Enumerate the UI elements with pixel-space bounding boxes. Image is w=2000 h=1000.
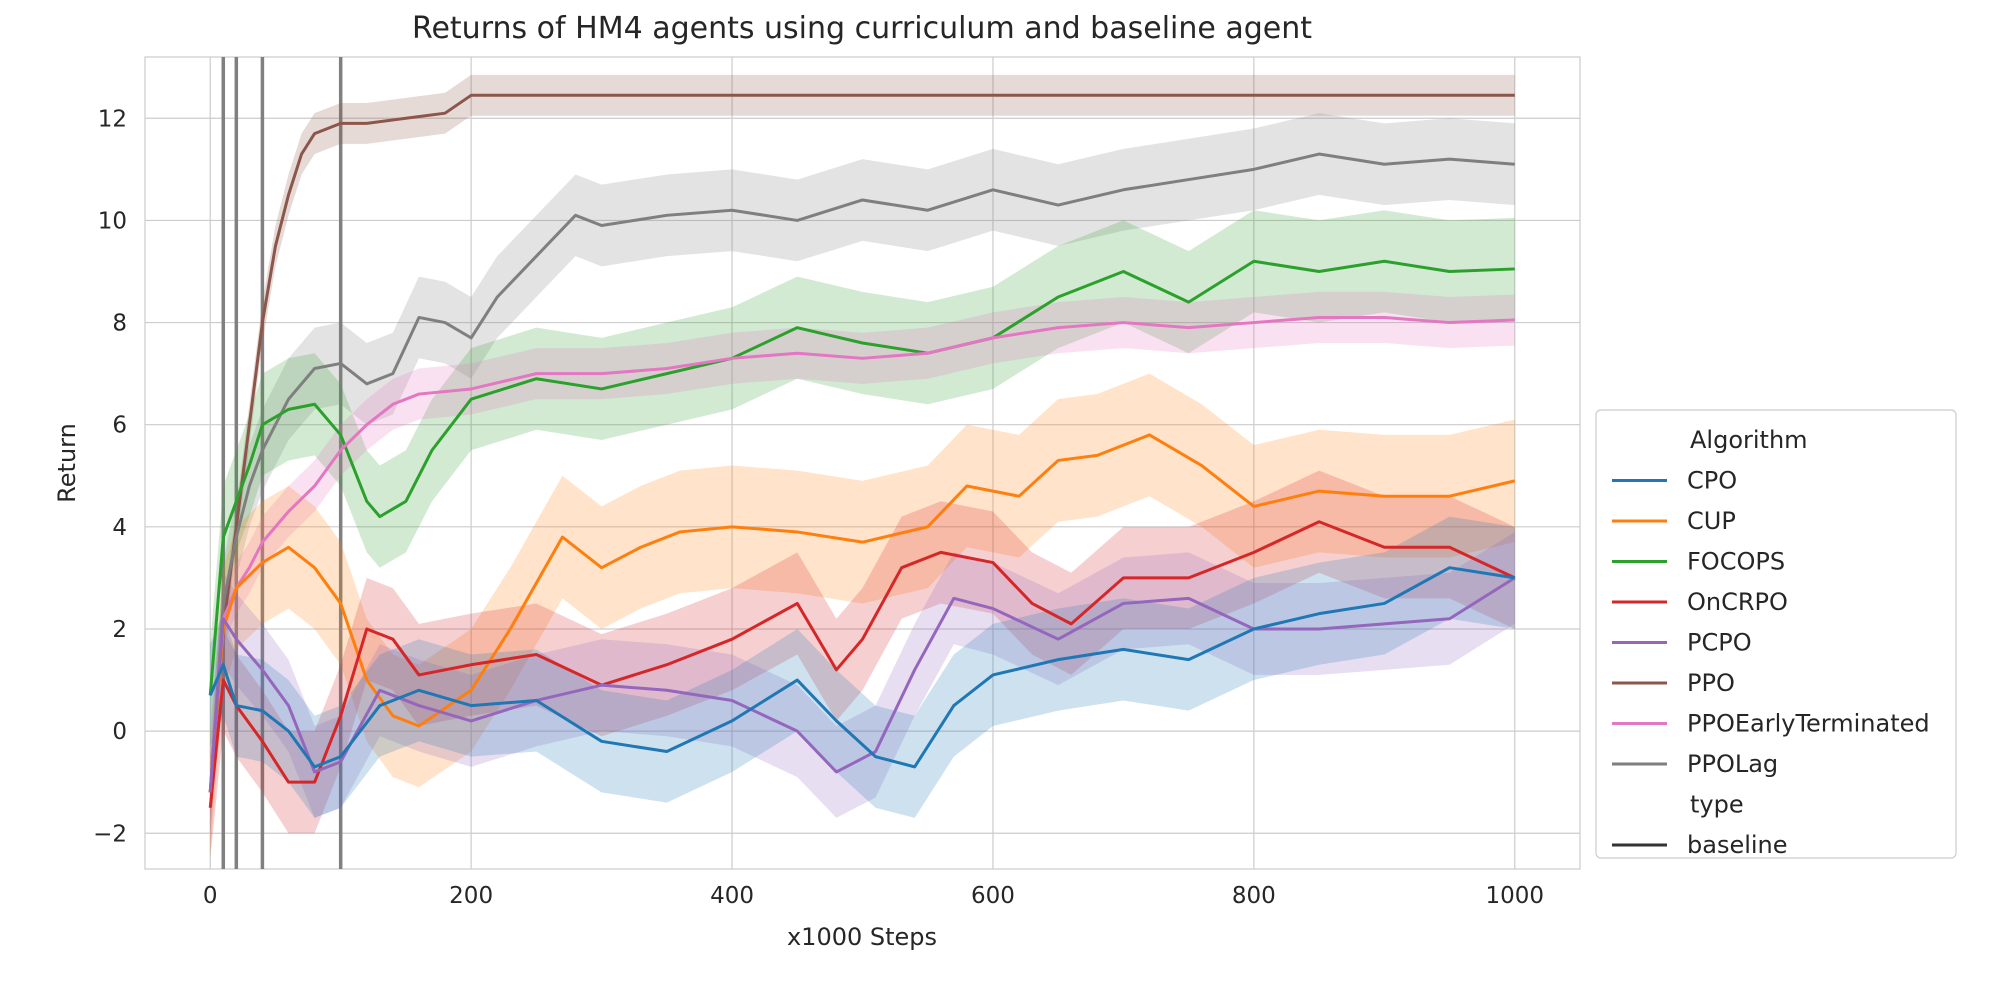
chart-title: Returns of HM4 agents using curriculum a… (412, 11, 1312, 46)
band-ppolag (210, 113, 1515, 834)
vertical-markers (221, 57, 343, 869)
band-oncrpo (210, 470, 1515, 859)
legend-box (1595, 409, 1957, 859)
x-tick-labels: 0 200 400 600 800 1000 (203, 883, 1544, 909)
legend-label-7: PPOEarlyTerminated (1687, 710, 1930, 738)
legend-label-4: OnCRPO (1687, 588, 1788, 616)
band-cpo (210, 516, 1515, 818)
legend: Algorithm CPO CUP FOCOPS OnCRPO PCPO PPO PPOEar… (1595, 409, 1957, 859)
y-tick-label-3: 4 (112, 515, 127, 541)
y-tick-label-5: 8 (112, 311, 127, 337)
y-axis-label: Return (53, 423, 81, 503)
y-tick-labels: −2 0 2 4 6 8 10 12 (93, 106, 127, 847)
legend-label-3: FOCOPS (1687, 548, 1785, 576)
legend-label-6: PPO (1687, 669, 1735, 697)
confidence-bands (210, 74, 1515, 859)
line-ppoearlyterminated (208, 315, 1515, 793)
line-ppolag (208, 152, 1515, 793)
line-focops (208, 259, 1515, 696)
legend-label-2: CUP (1687, 507, 1736, 535)
legend-header-0: Algorithm (1690, 426, 1808, 454)
y-tick-label-6: 10 (98, 208, 127, 234)
y-tick-label-7: 12 (98, 106, 127, 132)
series-lines (208, 93, 1516, 808)
y-tick-label-1: 0 (112, 719, 127, 745)
line-ppo (208, 93, 1515, 793)
legend-header-9: type (1690, 791, 1744, 819)
line-pcpo (208, 576, 1516, 793)
y-tick-label-2: 2 (112, 617, 127, 643)
x-axis-label: x1000 Steps (787, 923, 937, 951)
line-cpo (208, 566, 1516, 769)
y-tick-label-0: −2 (93, 821, 127, 847)
legend-label-5: PCPO (1687, 629, 1752, 657)
line-cup (208, 433, 1516, 793)
x-tick-label-5: 1000 (1485, 883, 1544, 909)
grid (145, 57, 1580, 869)
line-oncrpo (208, 520, 1516, 808)
x-tick-label-2: 400 (710, 883, 754, 909)
plot-background (144, 56, 1581, 870)
x-tick-label-4: 800 (1232, 883, 1276, 909)
band-cup (210, 373, 1515, 854)
legend-label-8: PPOLag (1687, 750, 1778, 778)
x-tick-label-1: 200 (449, 883, 493, 909)
band-pcpo (210, 531, 1515, 839)
band-focops (210, 210, 1515, 747)
legend-label-1: CPO (1687, 467, 1737, 495)
legend-label-10: baseline (1687, 831, 1788, 859)
y-tick-label-4: 6 (112, 413, 127, 439)
x-tick-label-0: 0 (203, 883, 218, 909)
x-tick-label-3: 600 (971, 883, 1015, 909)
